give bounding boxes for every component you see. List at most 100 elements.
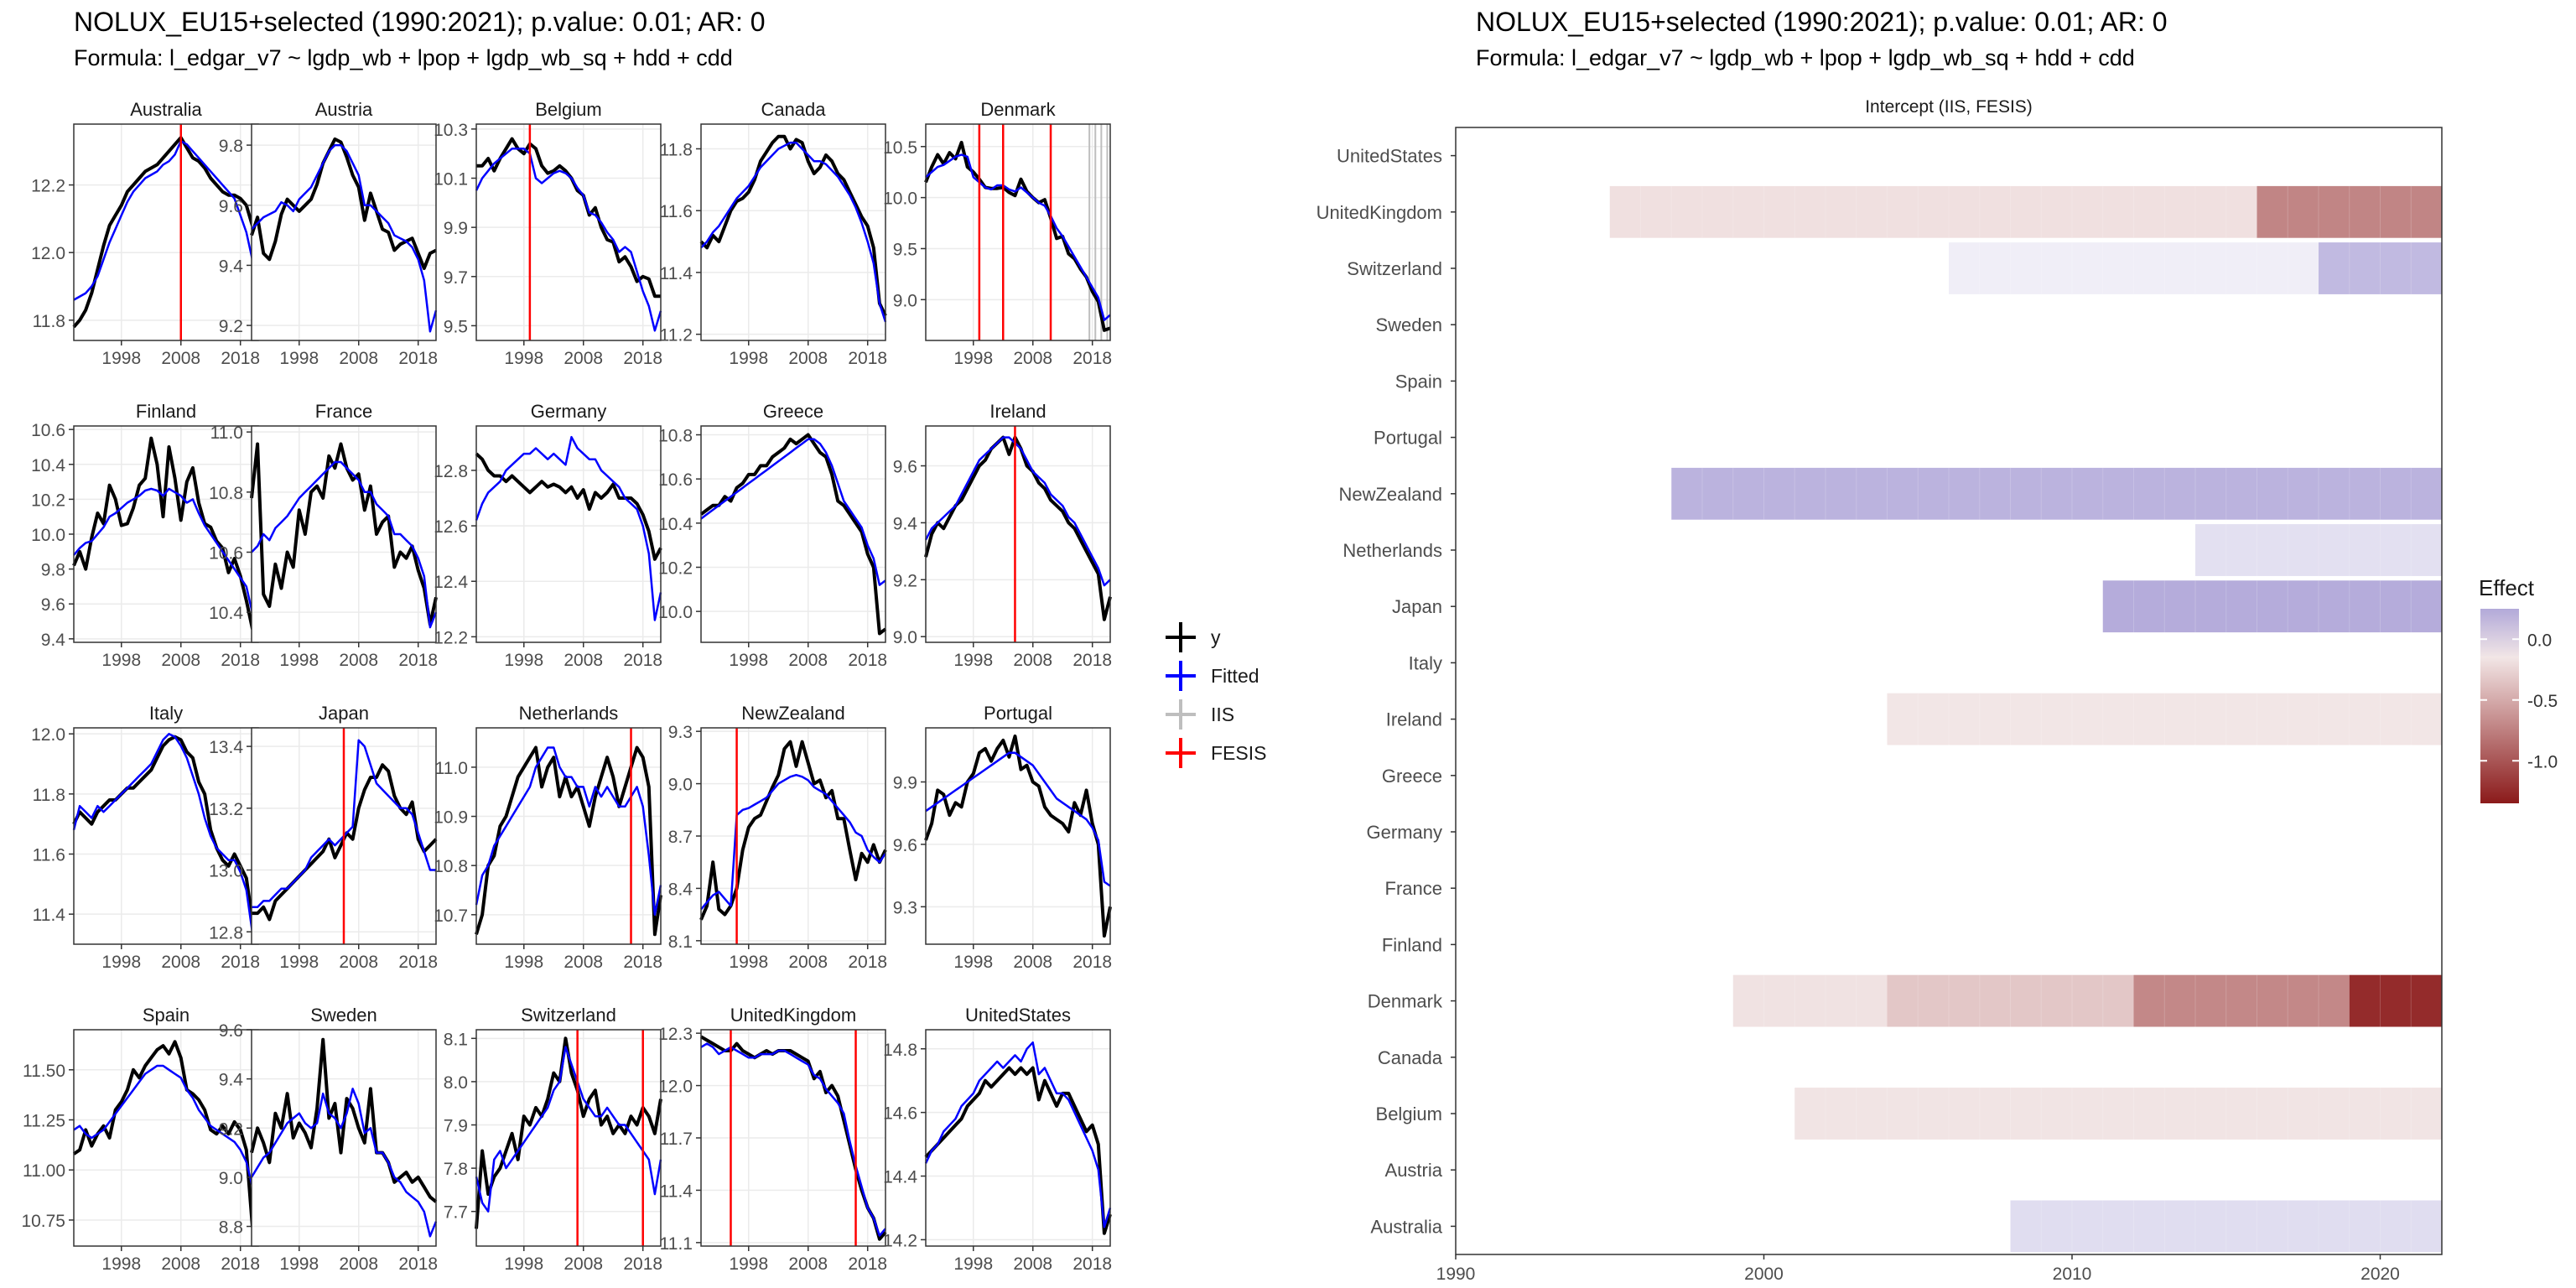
panel-border-unitedkingdom [700, 1029, 886, 1247]
heatmap-cell-newzealand [1671, 467, 2442, 520]
left-chart-subtitle: Formula: l_edgar_v7 ~ lgdp_wb + lpop + l… [74, 45, 733, 70]
x-tick-label: 2018 [1072, 953, 1112, 972]
row-label-sweden: Sweden [1375, 314, 1442, 335]
y-tick-label: 9.9 [893, 774, 917, 793]
y-tick-label: 9.8 [41, 561, 65, 580]
row-label-portugal: Portugal [1374, 428, 1442, 449]
y-tick-label: 11.1 [660, 1234, 693, 1254]
panel-border-netherlands [475, 727, 662, 945]
panel-bg-germany [476, 426, 661, 642]
y-tick-label: 9.6 [219, 197, 243, 216]
y-tick-label: 11.6 [33, 846, 65, 865]
row-label-netherlands: Netherlands [1343, 540, 1442, 561]
y-tick-label: 9.2 [219, 1119, 243, 1139]
x-tick-label: 2008 [339, 1254, 378, 1274]
legend-label-fitted: Fitted [1211, 665, 1259, 687]
y-tick-label: 9.8 [219, 137, 243, 156]
y-tick-label: 9.4 [41, 631, 66, 650]
y-tick-label: 11.4 [33, 906, 66, 925]
heatmap-cell-switzerland [2319, 242, 2442, 294]
y-tick-label: 11.2 [660, 326, 693, 345]
legend-label-y: y [1211, 626, 1221, 648]
color-legend-label: -1.0 [2527, 752, 2558, 771]
panel-border-portugal [925, 727, 1111, 945]
fitted-series-line [475, 435, 662, 621]
y-tick-label: 10.6 [658, 470, 693, 490]
x-tick-label: 2018 [221, 1254, 260, 1274]
panel-strip-germany: Germany [531, 401, 606, 422]
panel-strip-denmark: Denmark [980, 99, 1056, 120]
y-series-line [250, 442, 438, 626]
row-label-australia: Australia [1370, 1216, 1442, 1237]
x-tick-label: 2018 [221, 349, 260, 368]
y-tick-label: 12.0 [31, 725, 65, 745]
y-tick-label: 10.5 [883, 138, 917, 158]
panel-strip-canada: Canada [761, 99, 826, 120]
y-tick-label: 13.4 [209, 738, 243, 757]
fitted-series-line [700, 438, 886, 586]
y-tick-label: 9.5 [444, 317, 468, 336]
panel-strip-greece: Greece [763, 401, 823, 422]
x-tick-label: 2018 [848, 953, 887, 972]
x-tick-label: 2018 [1072, 1254, 1112, 1274]
panel-border-denmark [925, 123, 1111, 341]
heatmap-border [1455, 127, 2443, 1255]
x-tick-label: 2018 [221, 953, 260, 972]
y-tick-label: 9.2 [219, 317, 243, 336]
y-tick-label: 12.2 [31, 177, 65, 196]
heatmap-cell-denmark [1732, 974, 1888, 1027]
color-legend-bar [2480, 609, 2519, 803]
panel-strip-france: France [315, 401, 372, 422]
heatmap-title: Intercept (IIS, FESIS) [1865, 97, 2033, 117]
heatmap-x-tick-label: 2020 [2360, 1265, 2400, 1284]
panel-strip-italy: Italy [149, 703, 183, 724]
panel-border-sweden [251, 1029, 437, 1247]
x-tick-label: 2018 [1072, 651, 1112, 670]
right-chart-subtitle: Formula: l_edgar_v7 ~ lgdp_wb + lpop + l… [1476, 45, 2135, 70]
heatmap-cell-switzerland [1949, 242, 2319, 294]
x-tick-label: 2008 [339, 953, 378, 972]
y-tick-label: 11.25 [23, 1112, 65, 1131]
y-tick-label: 11.0 [435, 759, 468, 778]
row-label-finland: Finland [1382, 934, 1442, 955]
row-label-unitedstates: UnitedStates [1337, 146, 1442, 167]
x-tick-label: 1998 [729, 1254, 768, 1274]
x-tick-label: 2008 [788, 1254, 828, 1274]
x-tick-label: 2008 [1013, 1254, 1052, 1274]
legend-label-iis: IIS [1211, 704, 1234, 725]
x-tick-label: 1998 [729, 953, 768, 972]
fitted-series-line [72, 732, 260, 933]
panel-bg-canada [701, 124, 886, 340]
x-tick-label: 2018 [398, 953, 438, 972]
x-tick-label: 2008 [788, 349, 828, 368]
panel-bg-australia [74, 124, 258, 340]
panel-border-austria [251, 123, 437, 341]
panel-strip-unitedkingdom: UnitedKingdom [730, 1005, 856, 1026]
y-tick-label: 9.4 [219, 257, 244, 276]
x-tick-label: 2018 [398, 1254, 438, 1274]
y-tick-label: 10.0 [883, 190, 917, 209]
heatmap-x-tick-label: 2000 [1744, 1265, 1784, 1284]
x-tick-label: 1998 [504, 651, 543, 670]
y-tick-label: 11.00 [23, 1161, 65, 1181]
y-tick-label: 10.6 [31, 421, 65, 440]
row-label-belgium: Belgium [1376, 1104, 1442, 1124]
panel-strip-netherlands: Netherlands [519, 703, 619, 724]
fitted-series-line [73, 487, 260, 614]
row-label-austria: Austria [1385, 1160, 1443, 1181]
y-tick-label: 10.4 [31, 456, 65, 475]
y-tick-label: 10.9 [434, 808, 468, 828]
y-tick-label: 9.3 [893, 898, 917, 917]
heatmap-cell-denmark [2133, 974, 2350, 1027]
y-tick-label: 9.4 [893, 514, 918, 533]
panel-bg-austria [252, 124, 436, 340]
x-tick-label: 2018 [221, 651, 260, 670]
y-tick-label: 10.8 [658, 427, 693, 446]
heatmap-cell-netherlands [2195, 524, 2442, 576]
y-tick-label: 10.7 [434, 906, 468, 926]
y-tick-label: 11.7 [660, 1130, 693, 1149]
row-label-denmark: Denmark [1368, 991, 1443, 1012]
fitted-series-line [924, 436, 1111, 587]
row-label-canada: Canada [1378, 1047, 1443, 1068]
y-tick-label: 14.2 [883, 1231, 917, 1250]
